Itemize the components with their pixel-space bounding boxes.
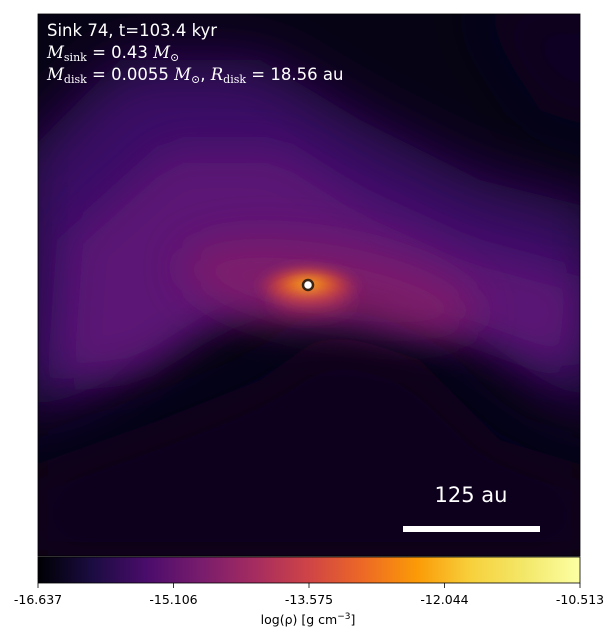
colorbar-label: log(ρ) [g cm−3] xyxy=(261,612,356,627)
colorbar-tick-label: -15.106 xyxy=(149,592,198,607)
m-sink-unit: M xyxy=(153,43,171,62)
m-disk-value: = 0.0055 xyxy=(92,65,169,84)
colorbar xyxy=(37,556,581,584)
colorbar-label-end: ] xyxy=(350,612,356,628)
sink-info-title: Sink 74, t=103.4 kyr xyxy=(47,21,218,40)
density-map xyxy=(38,14,580,556)
m-sink-sub: sink xyxy=(63,51,87,64)
colorbar-tick-label: -10.513 xyxy=(555,592,605,607)
m-disk-unit: M xyxy=(174,65,191,84)
colorbar-tick-label: -13.575 xyxy=(284,592,334,607)
scale-bar-label: 125 au xyxy=(434,483,508,507)
r-disk-symbol: R xyxy=(210,65,224,84)
colorbar-label-sup: −3 xyxy=(337,612,351,622)
m-disk-unit-sub: ⊙ xyxy=(191,73,201,86)
sink-mass-label: Msink = 0.43 M⊙ xyxy=(47,43,179,68)
m-disk-sub: disk xyxy=(63,73,87,86)
m-disk-symbol: M xyxy=(47,65,64,84)
scale-bar xyxy=(403,526,540,532)
m-sink-symbol: M xyxy=(47,43,64,62)
colorbar-tick-label: -12.044 xyxy=(420,592,469,607)
r-disk-sub: disk xyxy=(223,73,247,86)
colorbar-ticks xyxy=(37,583,581,588)
sink-marker xyxy=(301,278,315,292)
disk-info-label: Mdisk = 0.0055 M⊙, Rdisk = 18.56 au xyxy=(47,65,344,86)
colorbar-tick-label: -16.637 xyxy=(13,592,63,607)
m-sink-value: = 0.43 xyxy=(92,43,148,62)
colorbar-label-main: log(ρ) [g cm xyxy=(260,612,338,628)
m-sink-unit-sub: ⊙ xyxy=(170,51,180,64)
r-disk-value: = 18.56 au xyxy=(251,65,344,84)
